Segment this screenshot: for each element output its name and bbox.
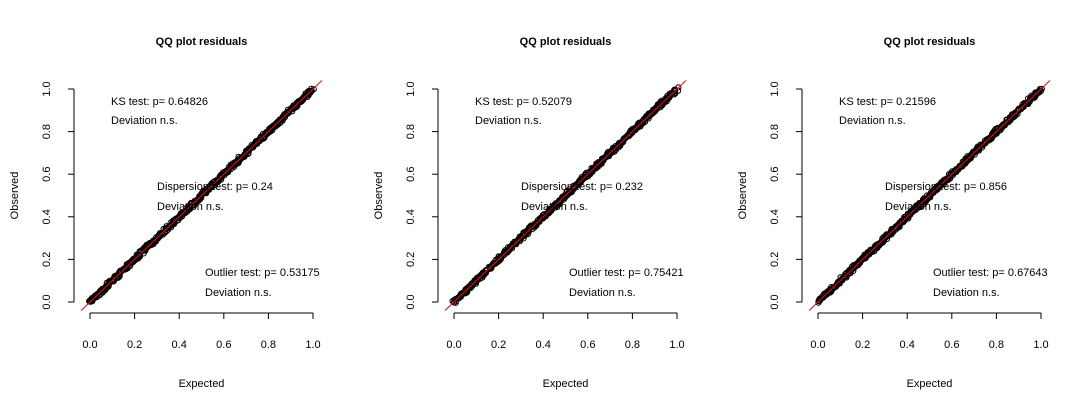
qq-point: [952, 167, 959, 174]
annotation-text: Deviation n.s.: [569, 287, 636, 299]
annotation-text: Deviation n.s.: [157, 201, 224, 213]
x-tick-label: 0.2: [491, 339, 506, 351]
qq-point: [89, 298, 96, 305]
x-tick-label: 0.4: [900, 339, 915, 351]
y-tick-label: 1.0: [405, 81, 417, 96]
y-tick-label: 0.6: [41, 167, 53, 182]
x-tick-label: 0.0: [446, 339, 461, 351]
y-tick-label: 0.4: [405, 209, 417, 224]
x-tick-label: 0.6: [216, 339, 231, 351]
annotation-text: KS test: p= 0.21596: [839, 96, 936, 108]
y-tick-label: 0.2: [769, 252, 781, 267]
annotation-text: Dispersion test: p= 0.856: [885, 181, 1007, 193]
qq-point: [480, 271, 488, 278]
x-tick-label: 0.8: [989, 339, 1004, 351]
annotation-text: Outlier test: p= 0.67643: [933, 267, 1048, 279]
x-tick-label: 0.0: [810, 339, 825, 351]
y-tick-label: 0.0: [41, 294, 53, 309]
y-axis-label: Observed: [9, 172, 21, 220]
x-axis-label: Expected: [907, 378, 953, 390]
annotation-text: Deviation n.s.: [839, 115, 906, 127]
x-tick-label: 1.0: [669, 339, 684, 351]
reference-line: [808, 80, 1051, 311]
x-tick-label: 0.2: [855, 339, 870, 351]
qq-point: [450, 299, 458, 306]
chart-title: QQ plot residuals: [884, 36, 976, 48]
y-tick-label: 0.2: [41, 252, 53, 267]
y-tick-label: 0.6: [769, 167, 781, 182]
x-tick-label: 0.4: [536, 339, 551, 351]
x-axis-label: Expected: [179, 378, 225, 390]
y-axis-label: Observed: [737, 172, 749, 220]
annotation-text: Outlier test: p= 0.53175: [205, 267, 320, 279]
x-tick-label: 0.4: [172, 339, 187, 351]
annotation-text: Deviation n.s.: [885, 201, 952, 213]
qq-point: [675, 84, 682, 91]
y-tick-label: 0.4: [41, 209, 53, 224]
qq-point: [671, 87, 679, 95]
annotation-text: Deviation n.s.: [205, 287, 272, 299]
qq-point: [1036, 86, 1044, 93]
annotation-text: Deviation n.s.: [521, 201, 588, 213]
y-tick-label: 0.8: [41, 124, 53, 139]
annotation-text: Deviation n.s.: [475, 115, 542, 127]
annotation-text: Deviation n.s.: [111, 115, 178, 127]
y-tick-label: 1.0: [41, 81, 53, 96]
qq-points: [449, 84, 682, 306]
reference-line: [444, 80, 687, 311]
x-tick-label: 0.0: [82, 339, 97, 351]
y-tick-label: 0.8: [769, 124, 781, 139]
y-axis-label: Observed: [373, 172, 385, 220]
qq-point: [310, 86, 317, 93]
y-tick-label: 0.6: [405, 167, 417, 182]
y-tick-label: 0.0: [769, 294, 781, 309]
y-tick-label: 0.2: [405, 252, 417, 267]
annotation-text: Outlier test: p= 0.75421: [569, 267, 684, 279]
y-tick-label: 0.4: [769, 209, 781, 224]
x-tick-label: 0.6: [580, 339, 595, 351]
x-tick-label: 0.6: [944, 339, 959, 351]
qq-point: [482, 269, 490, 277]
qq-panel-2: QQ plot residuals 0.0 0.2 0.4 0.6 0.8 1.0 Expec…: [373, 36, 687, 390]
reference-line: [80, 80, 323, 311]
qq-panel-3: QQ plot residuals 0.0 0.2 0.4 0.6 0.8 1.0 Expec…: [737, 36, 1051, 390]
x-tick-label: 0.2: [127, 339, 142, 351]
chart-title: QQ plot residuals: [156, 36, 248, 48]
x-axis-label: Expected: [543, 378, 589, 390]
qq-panel-1: QQ plot residuals 0.0 0.2 0.4 0.6 0.8 1.0 Expec…: [9, 36, 323, 390]
annotation-text: KS test: p= 0.52079: [475, 96, 572, 108]
x-tick-label: 0.8: [625, 339, 640, 351]
annotation-text: Dispersion test: p= 0.24: [157, 181, 273, 193]
annotation-text: KS test: p= 0.64826: [111, 96, 208, 108]
qq-points: [86, 85, 317, 305]
x-tick-label: 1.0: [1033, 339, 1048, 351]
x-tick-label: 0.8: [261, 339, 276, 351]
chart-title: QQ plot residuals: [520, 36, 612, 48]
y-tick-label: 0.8: [405, 124, 417, 139]
y-tick-label: 0.0: [405, 294, 417, 309]
annotation-text: Dispersion test: p= 0.232: [521, 181, 643, 193]
y-tick-label: 1.0: [769, 81, 781, 96]
x-tick-label: 1.0: [305, 339, 320, 351]
annotation-text: Deviation n.s.: [933, 287, 1000, 299]
